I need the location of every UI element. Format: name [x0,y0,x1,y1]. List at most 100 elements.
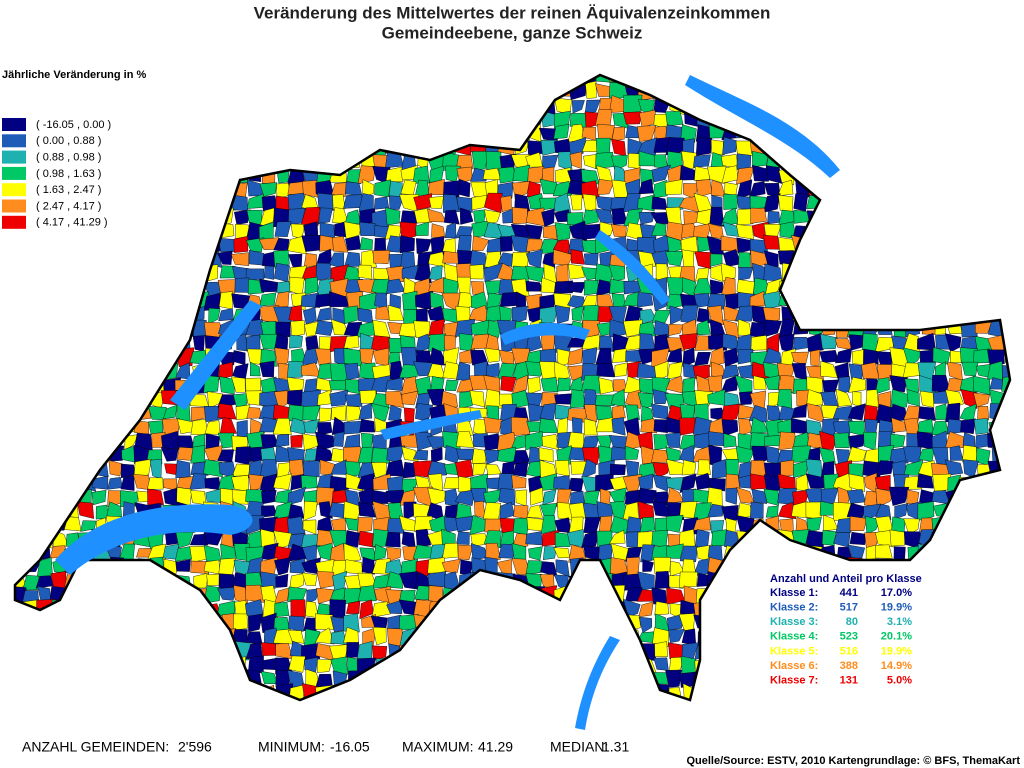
municipality [203,645,220,657]
municipality [525,531,544,546]
municipality [918,179,936,199]
municipality [611,126,626,142]
municipality [556,263,569,283]
municipality [806,683,825,700]
municipality [176,155,194,166]
municipality [948,192,964,211]
municipality [974,514,993,533]
municipality [150,221,164,241]
municipality [374,110,391,129]
municipality [750,501,764,519]
municipality [162,277,181,296]
municipality [178,123,194,144]
municipality [343,420,363,435]
municipality [820,671,839,688]
municipality [134,377,151,395]
municipality [315,613,335,630]
municipality [736,645,754,659]
municipality [860,655,880,674]
municipality [274,291,290,309]
municipality [303,418,320,434]
municipality [217,586,238,601]
municipality [990,628,1006,645]
municipality [38,491,55,506]
municipality [947,138,964,156]
municipality [863,472,878,494]
municipality [819,179,838,198]
municipality [892,80,908,99]
municipality [458,669,475,685]
municipality [833,306,853,325]
municipality [162,631,179,646]
legend-label: ( 1.63 , 2.47 ) [36,184,101,196]
municipality [973,683,993,699]
class-count: 80 [846,616,858,628]
municipality [302,700,317,716]
municipality [15,332,25,349]
municipality [819,430,838,450]
municipality [385,166,404,183]
municipality [21,336,38,354]
municipality [329,75,349,82]
municipality [863,197,880,213]
municipality [135,682,152,700]
municipality [809,349,821,367]
municipality [248,613,263,633]
municipality [260,96,277,114]
municipality [444,614,461,634]
municipality [219,181,235,198]
class-count: 516 [840,645,858,657]
municipality [291,111,303,126]
municipality [958,155,976,170]
municipality [696,308,711,324]
municipality [679,545,698,563]
municipality [359,418,376,433]
municipality [203,151,220,170]
municipality [850,109,865,129]
municipality [750,701,768,713]
municipality [751,489,768,504]
municipality [371,403,390,423]
municipality [273,390,288,410]
municipality [357,307,373,325]
municipality [525,280,544,292]
municipality [15,529,25,547]
municipality [430,696,446,700]
municipality [302,572,318,586]
municipality [765,165,783,184]
municipality [15,81,26,100]
municipality [66,237,80,255]
municipality [107,671,125,689]
municipality [752,164,769,182]
municipality [919,697,938,700]
municipality [120,613,139,629]
municipality [556,684,574,700]
municipality [49,446,66,465]
municipality [528,641,544,658]
municipality [275,83,292,100]
municipality [974,559,994,576]
municipality [230,252,250,266]
municipality [485,151,503,171]
municipality [317,701,332,716]
municipality [736,557,755,576]
municipality [204,225,221,240]
municipality [834,224,854,238]
municipality [679,473,697,494]
municipality [427,627,448,648]
municipality [555,559,570,578]
municipality [988,655,1005,675]
municipality [948,110,963,130]
municipality [77,686,96,700]
municipality [78,333,96,349]
municipality [203,181,221,199]
municipality [175,249,195,268]
municipality [15,291,26,308]
municipality [614,362,628,377]
municipality [415,528,432,548]
municipality [849,531,867,545]
municipality [934,573,950,589]
municipality [63,599,83,619]
municipality [933,151,951,171]
municipality [720,570,741,591]
